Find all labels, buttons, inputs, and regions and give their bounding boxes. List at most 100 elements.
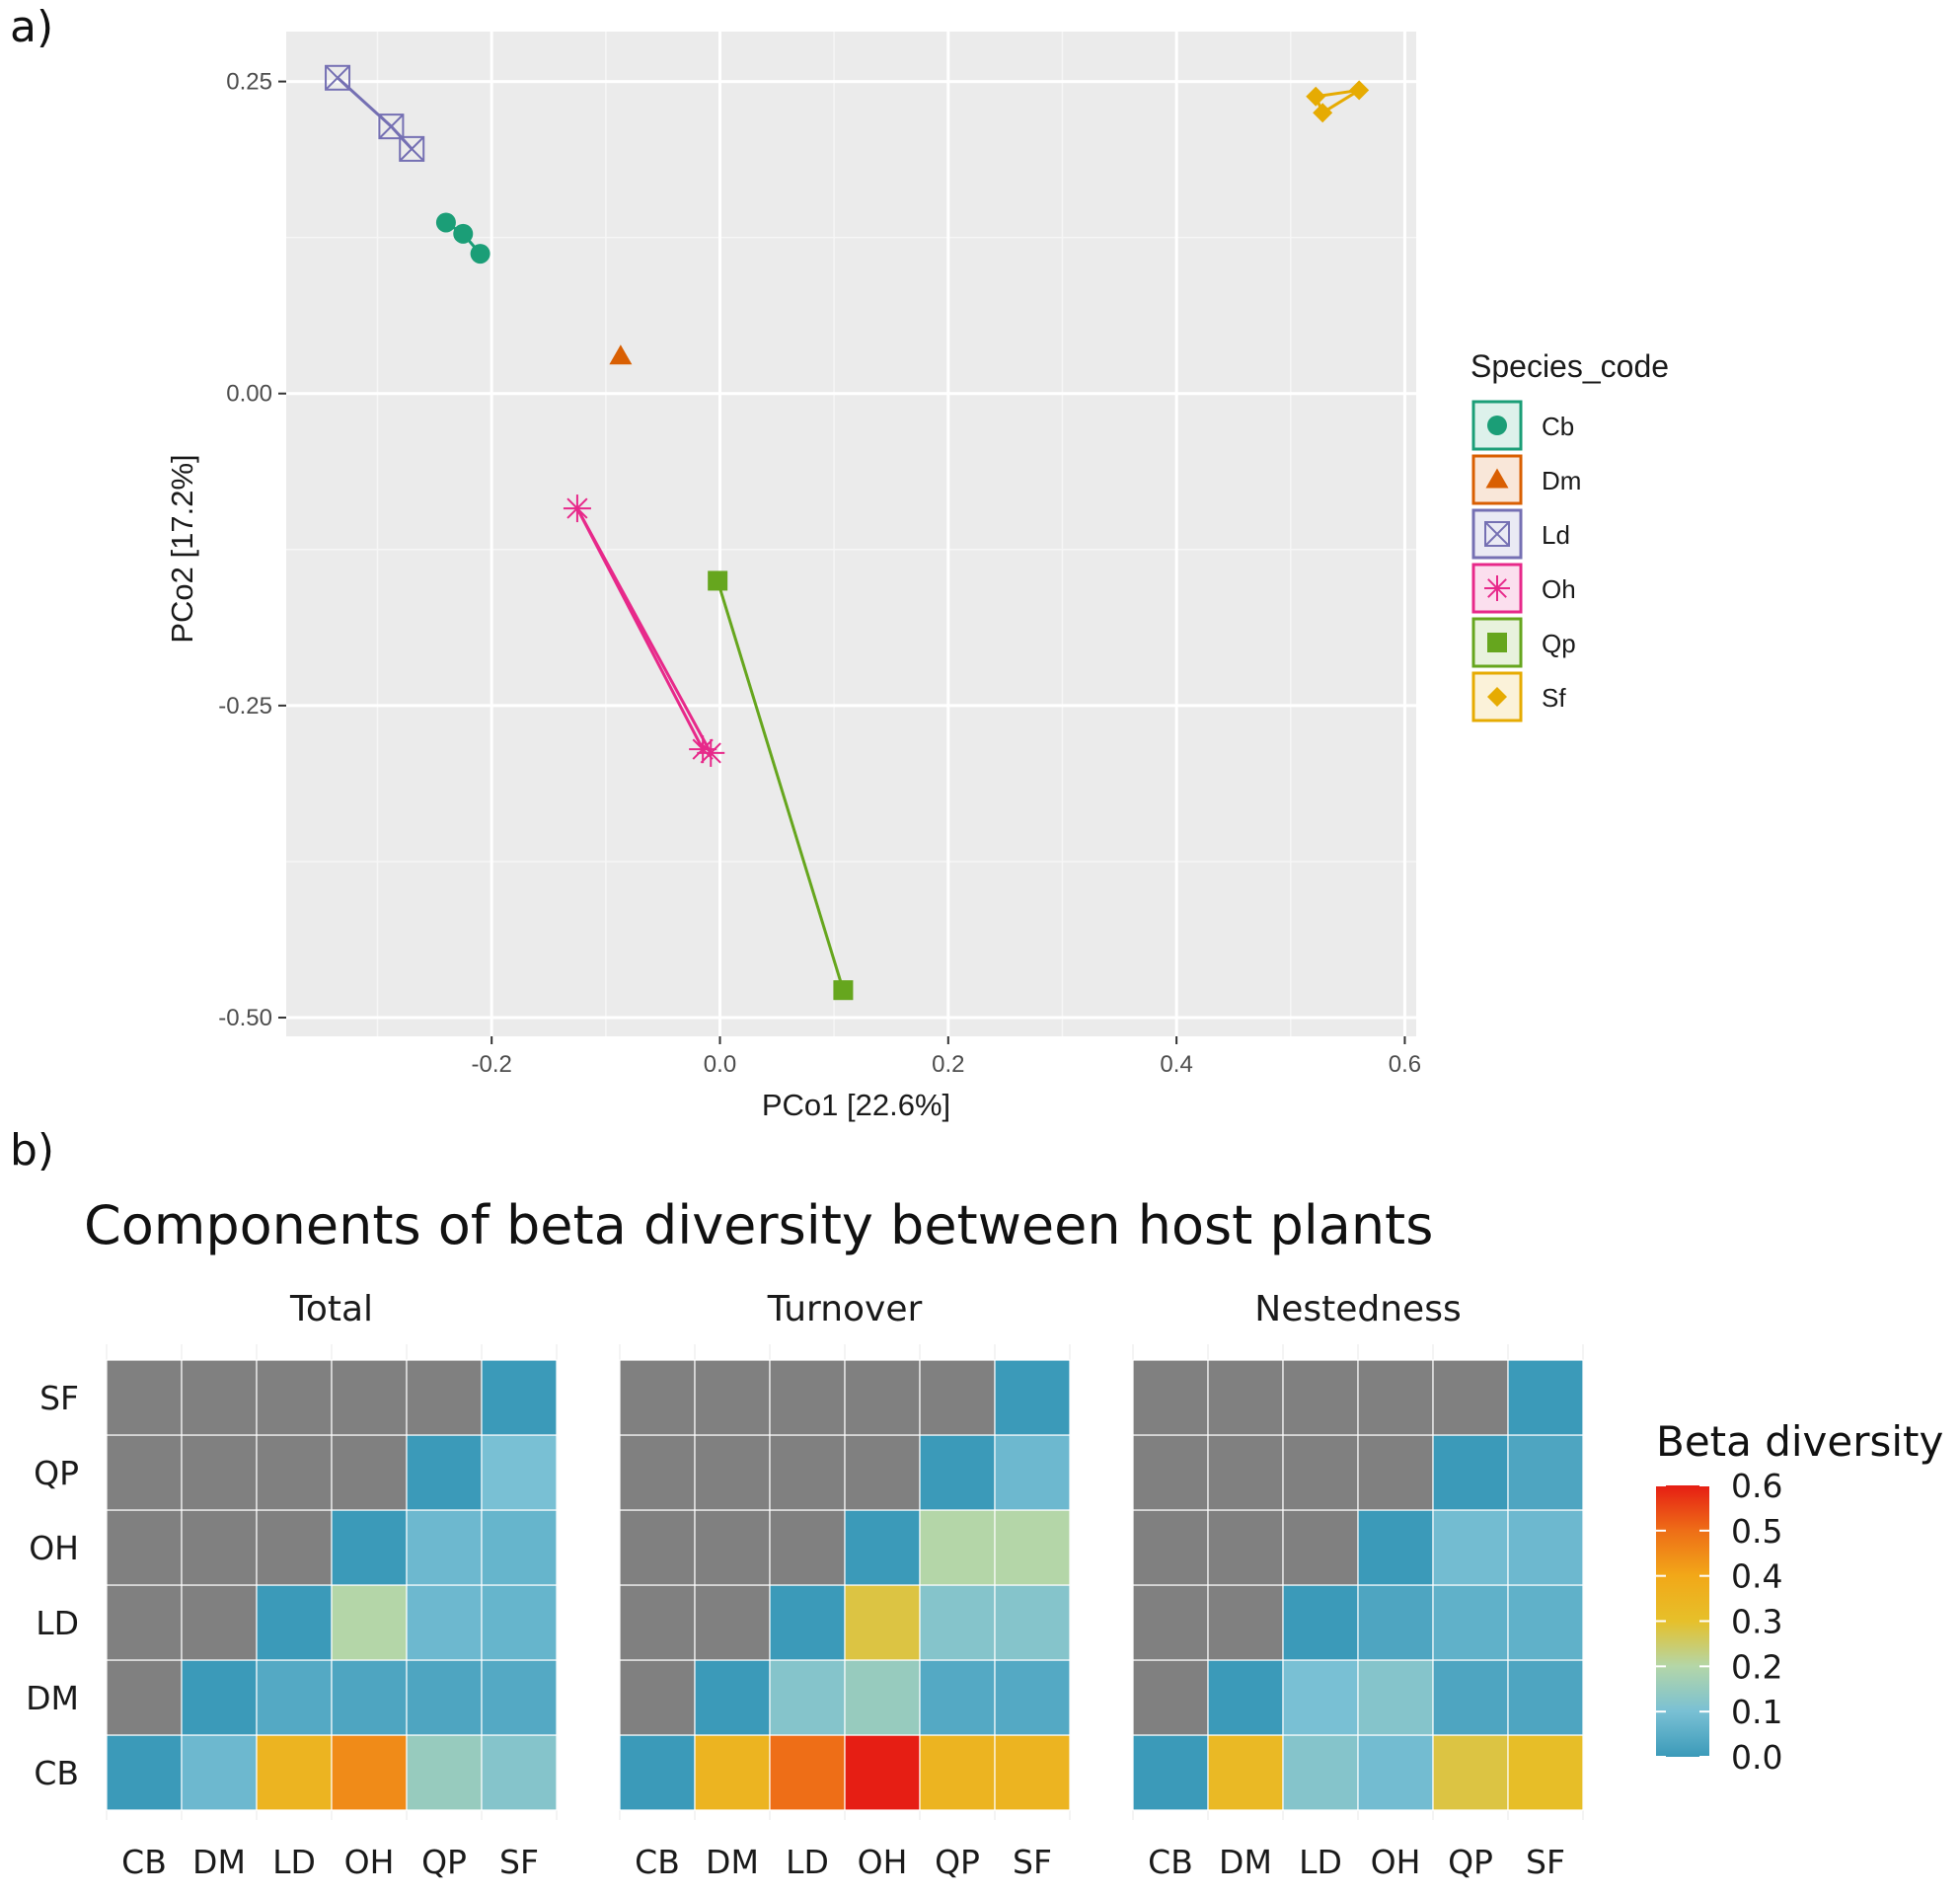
heat-cell-nestedness-sf-dm (1207, 1359, 1284, 1436)
heat-cell-total-dm-dm (181, 1659, 258, 1736)
heat-cell-nestedness-sf-oh (1357, 1359, 1434, 1436)
heat-cell-total-cb-cb (106, 1734, 183, 1811)
heat-cell-turnover-sf-qp (919, 1359, 996, 1436)
facet-total: Total CB DM LD OH QP SF (106, 1289, 558, 1881)
heat-cell-nestedness-cb-dm (1207, 1734, 1284, 1811)
legend-symbol (1487, 633, 1507, 652)
legend-key (1471, 508, 1523, 560)
colorbar-tick-label: 0.5 (1731, 1512, 1782, 1551)
legend-title: Species_code (1470, 348, 1669, 384)
series-cb (435, 212, 490, 265)
heat-cell-nestedness-ld-sf (1507, 1584, 1584, 1661)
heat-cell-turnover-dm-sf (994, 1659, 1071, 1736)
data-point-oh (563, 494, 591, 523)
y-tick-label: QP (34, 1454, 79, 1492)
heat-cell-turnover-ld-qp (919, 1584, 996, 1661)
heat-cell-turnover-qp-qp (919, 1434, 996, 1511)
heat-cell-total-cb-qp (406, 1734, 483, 1811)
series-oh (563, 494, 725, 767)
legend-symbol (1484, 575, 1510, 601)
x-tick-label: QP (1448, 1843, 1493, 1881)
heat-cell-total-cb-ld (256, 1734, 333, 1811)
heat-cell-nestedness-cb-ld (1282, 1734, 1359, 1811)
data-point-ld (325, 64, 351, 91)
heat-cell-turnover-oh-ld (769, 1509, 846, 1586)
heat-cell-nestedness-sf-ld (1282, 1359, 1359, 1436)
facet-nestedness: Nestedness CB DM LD OH QP SF (1132, 1289, 1584, 1881)
heatmap-title: Components of beta diversity between hos… (84, 1194, 1434, 1256)
colorbar-tick-label: 0.0 (1731, 1738, 1782, 1777)
x-axis-title: PCo1 [22.6%] (762, 1088, 950, 1122)
heat-cell-turnover-ld-oh (844, 1584, 921, 1661)
heat-cell-total-qp-sf (481, 1434, 558, 1511)
x-tick-label: 0.2 (932, 1051, 964, 1078)
colorbar-tick-label: 0.1 (1731, 1693, 1782, 1731)
legend-symbol (1484, 521, 1510, 547)
heat-cell-turnover-oh-sf (994, 1509, 1071, 1586)
y-tick-label: DM (26, 1679, 79, 1717)
heat-cell-turnover-ld-ld (769, 1584, 846, 1661)
heat-cell-turnover-cb-dm (694, 1734, 771, 1811)
heat-cell-turnover-qp-oh (844, 1434, 921, 1511)
heat-cell-nestedness-oh-sf (1507, 1509, 1584, 1586)
heat-cell-nestedness-dm-qp (1432, 1659, 1509, 1736)
heat-cell-nestedness-qp-ld (1282, 1434, 1359, 1511)
heat-cell-turnover-oh-dm (694, 1509, 771, 1586)
x-tick-label: LD (1299, 1843, 1342, 1881)
series-sf (1306, 80, 1370, 123)
heat-cell-nestedness-ld-oh (1357, 1584, 1434, 1661)
heat-cell-turnover-cb-cb (619, 1734, 696, 1811)
heat-cell-nestedness-cb-oh (1357, 1734, 1434, 1811)
series-qp (708, 570, 854, 1001)
x-tick-label: CB (121, 1843, 167, 1881)
heat-cell-nestedness-oh-qp (1432, 1509, 1509, 1586)
colorbar-tick-label: 0.2 (1731, 1647, 1782, 1686)
series-line-sf (1314, 88, 1360, 115)
heat-cell-turnover-sf-cb (619, 1359, 696, 1436)
x-tick-label: SF (1526, 1843, 1565, 1881)
data-point-dm (609, 344, 633, 365)
heat-cell-turnover-cb-oh (844, 1734, 921, 1811)
legend-symbol (1485, 468, 1509, 489)
heat-cell-turnover-sf-ld (769, 1359, 846, 1436)
heat-cell-turnover-ld-sf (994, 1584, 1071, 1661)
colorbar-tick-label: 0.3 (1731, 1603, 1782, 1641)
x-tick-label: OH (858, 1843, 908, 1881)
data-point-qp (708, 570, 728, 591)
heat-cell-turnover-dm-oh (844, 1659, 921, 1736)
legend-label: Ld (1542, 520, 1570, 550)
data-point-qp (833, 980, 854, 1001)
heat-cell-total-qp-ld (256, 1434, 333, 1511)
legend-item-sf: Sf (1471, 671, 1566, 722)
heat-cell-total-ld-dm (181, 1584, 258, 1661)
y-tick-label: -0.25 (218, 693, 272, 720)
heat-cell-turnover-ld-dm (694, 1584, 771, 1661)
x-tick-label: QP (421, 1843, 467, 1881)
heat-cell-total-qp-qp (406, 1434, 483, 1511)
legend-item-oh: Oh (1471, 563, 1576, 614)
panel-a-label: a) (10, 2, 54, 52)
heat-cell-nestedness-cb-qp (1432, 1734, 1509, 1811)
x-tick-label: DM (706, 1843, 759, 1881)
y-tick-label: SF (39, 1379, 79, 1417)
series-dm (609, 344, 633, 365)
heat-cell-nestedness-sf-qp (1432, 1359, 1509, 1436)
heat-cell-turnover-dm-dm (694, 1659, 771, 1736)
pcoa-scatter-plot: -0.2 0.0 0.2 0.4 0.6 0.25 0.00 -0.25 -0.50 PCo1 [… (165, 32, 1669, 1122)
heat-cell-turnover-cb-ld (769, 1734, 846, 1811)
x-tick-label: 0.6 (1389, 1051, 1421, 1078)
legend-symbol (1487, 416, 1507, 435)
heat-cell-turnover-oh-oh (844, 1509, 921, 1586)
legend-label: Qp (1542, 629, 1576, 658)
facet-turnover: Turnover CB DM LD OH QP SF (619, 1289, 1071, 1881)
heat-cell-total-dm-qp (406, 1659, 483, 1736)
data-point-cb (435, 212, 456, 233)
heat-cell-nestedness-ld-ld (1282, 1584, 1359, 1661)
data-point-cb (453, 223, 474, 244)
heat-cell-nestedness-qp-sf (1507, 1434, 1584, 1511)
heat-cell-turnover-sf-dm (694, 1359, 771, 1436)
heat-cell-turnover-dm-qp (919, 1659, 996, 1736)
heat-cell-turnover-qp-cb (619, 1434, 696, 1511)
legend-label: Dm (1542, 466, 1581, 495)
colorbar-title: Beta diversity (1656, 1417, 1943, 1466)
